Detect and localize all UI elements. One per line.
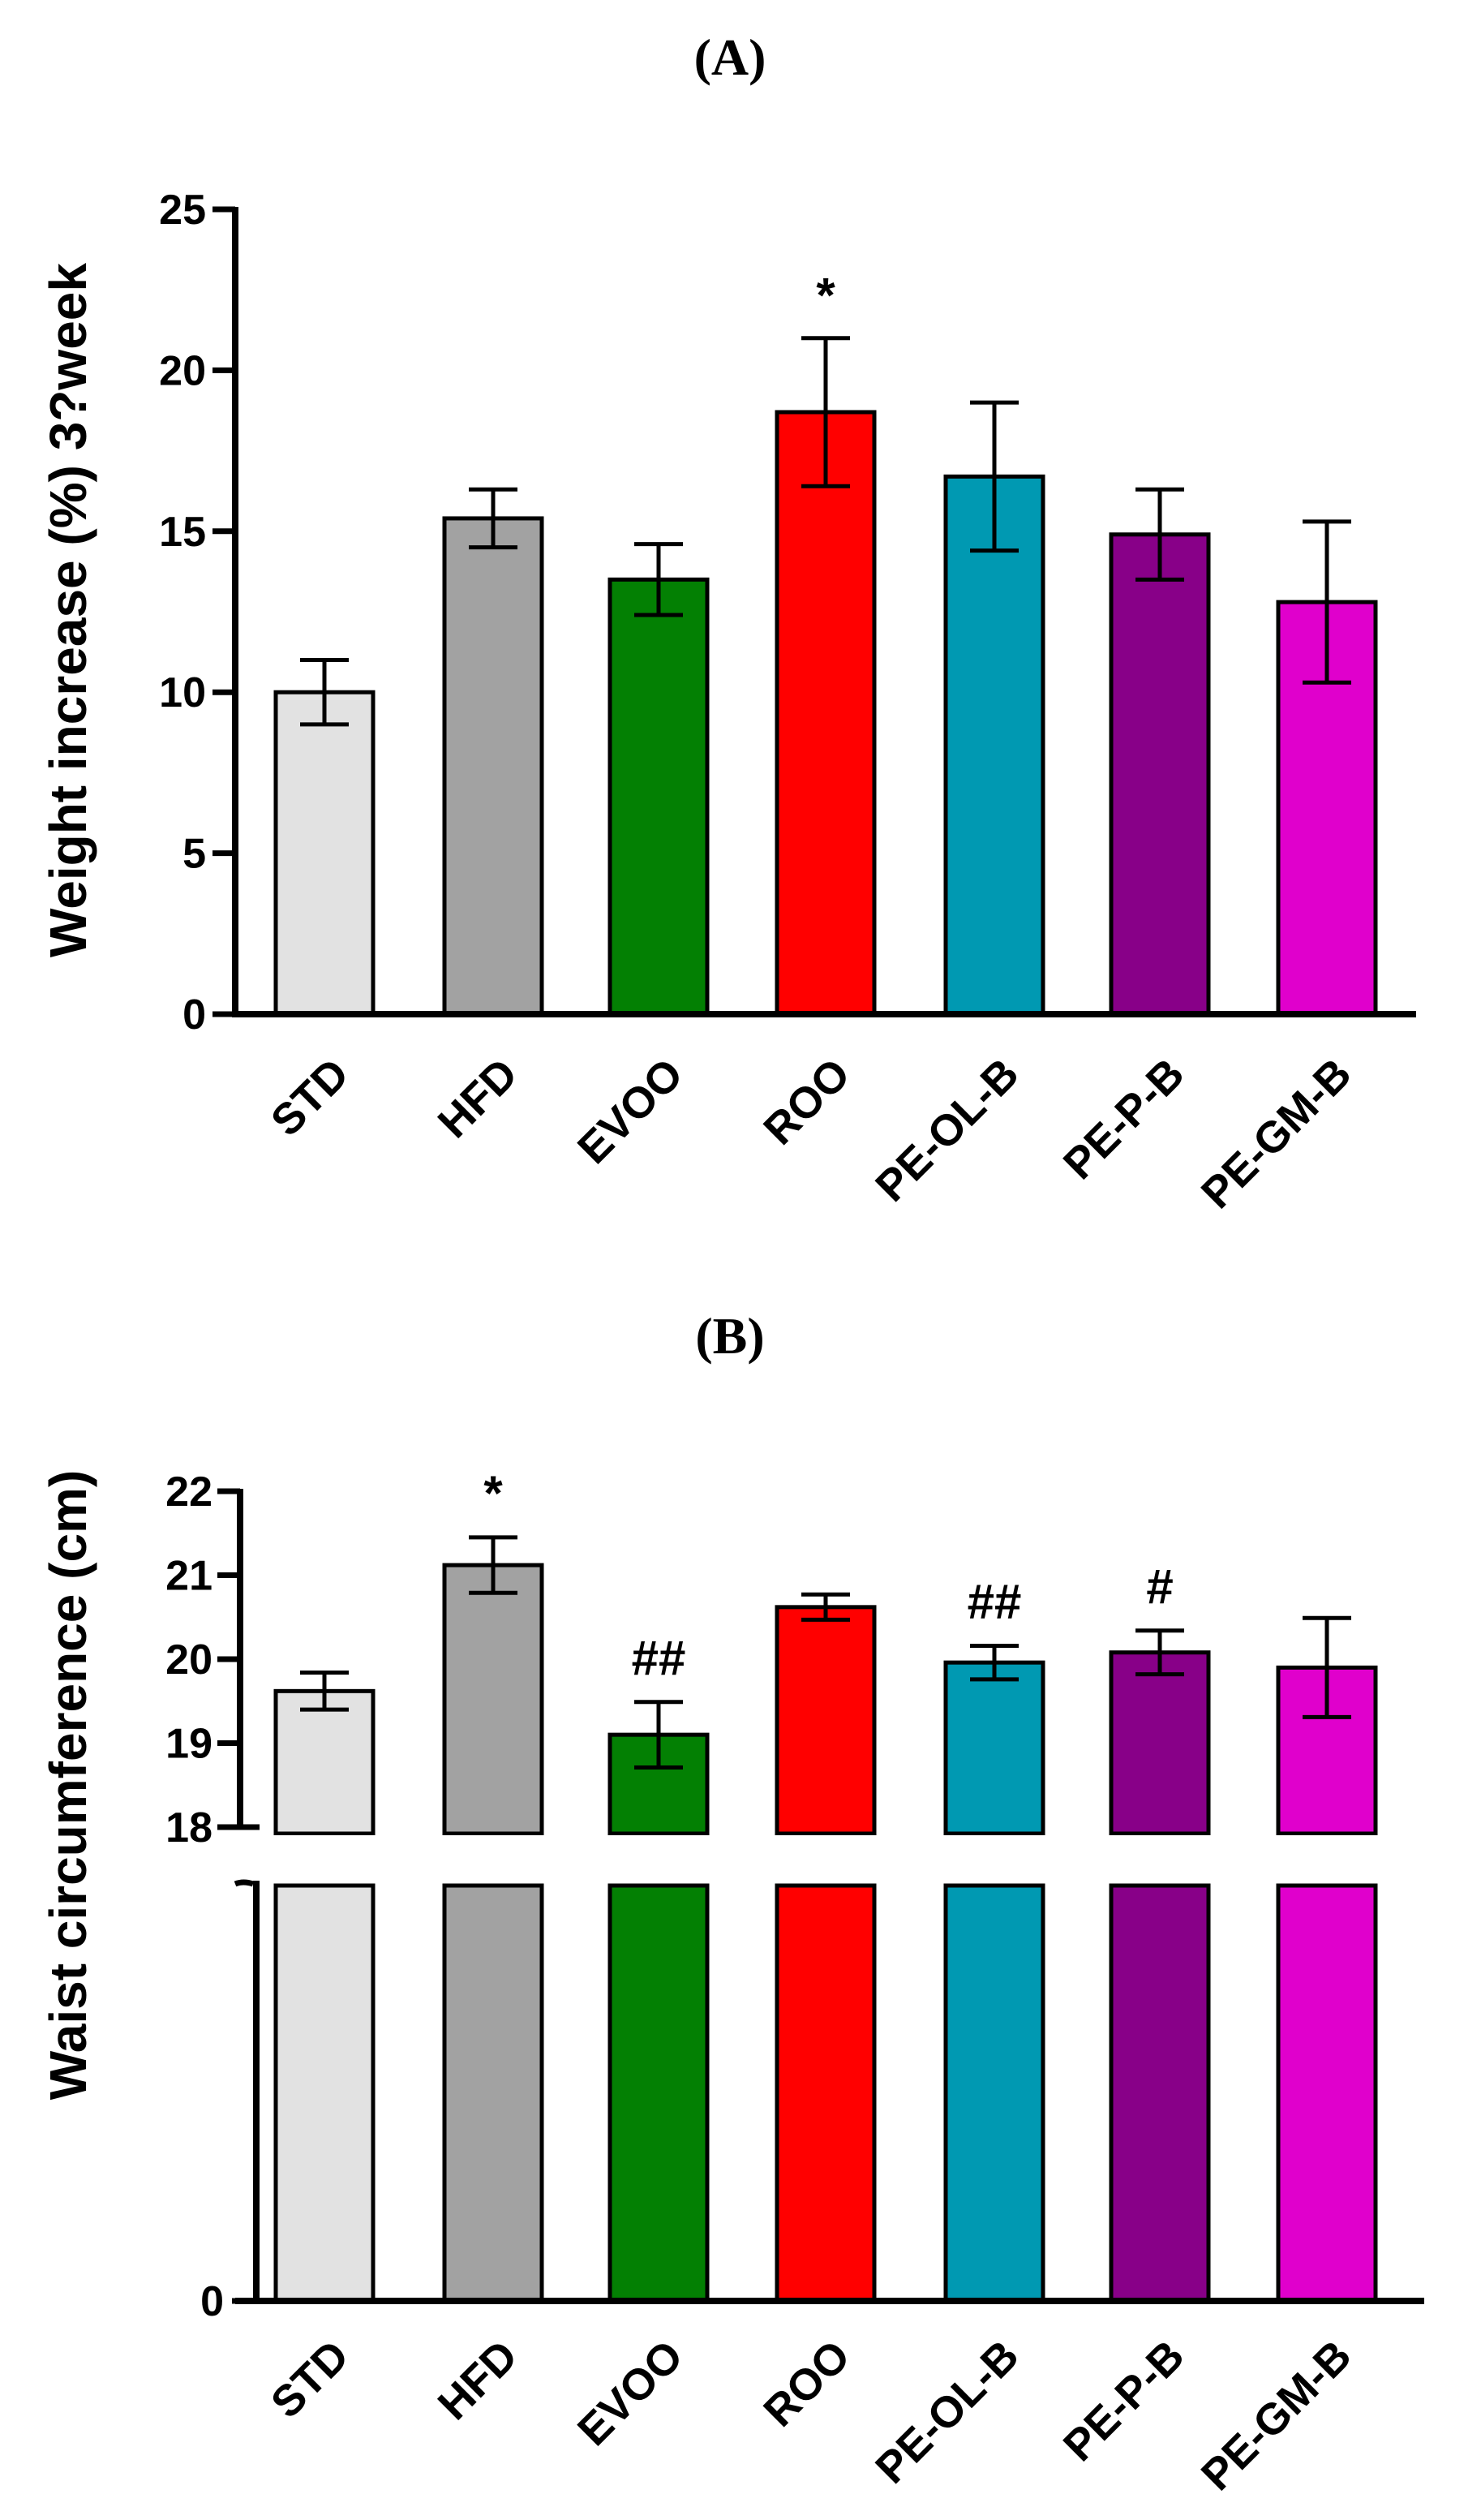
error-bar-pe-ol-b [970,1643,1019,1682]
x-tick-label-pe-p-b: PE-P-B [1054,2331,1194,2471]
error-bar-pe-gm-b [1303,1615,1351,1719]
panel-b-waist-circumference-chart: (B) Waist circumference (cm) *#### # 1819… [39,1307,1424,2500]
error-bar-std [300,658,349,727]
error-bar-pe-ol-b [970,400,1019,553]
x-tick-label-pe-ol-b: PE-OL-B [866,2331,1028,2492]
y-tick-label: 21 [165,1553,212,1600]
significance-label-roo: * [816,269,835,323]
y-tick-label: 15 [159,509,206,556]
bar-std [273,690,376,1017]
bar-evoo-lower-segment [607,1883,710,2303]
bar-evoo [607,577,710,1017]
bar-pe-ol-b [943,1660,1045,1836]
x-tick-label-roo: ROO [754,2331,859,2436]
panel-b-y-axis-title: Waist circumference (cm) [39,1470,97,2101]
bar-hfd [442,516,544,1017]
panel-a-y-axis-title: Weight increase (%) 3?week [39,263,97,957]
x-tick-label-hfd: HFD [429,2331,527,2429]
x-tick-label-pe-gm-b: PE-GM-B [1192,1049,1361,1218]
error-bar-pe-p-b [1135,1628,1184,1677]
panel-a-title: (A) [694,28,766,86]
x-tick-label-pe-ol-b: PE-OL-B [866,1049,1028,1211]
x-tick-label-pe-gm-b: PE-GM-B [1192,2331,1361,2500]
y-tick-label: 20 [165,1636,212,1684]
axis-break-gap [440,1835,547,1881]
x-tick-label-evoo: EVOO [569,2331,693,2455]
bar-hfd [442,1563,544,1836]
x-tick-label-evoo: EVOO [569,1049,693,1173]
significance-label-evoo: ## [632,1631,686,1685]
axis-break-gap [605,1835,712,1881]
bar-roo [775,1605,877,1836]
y-tick-label: 5 [182,831,206,878]
error-bar-evoo [634,542,683,617]
bar-pe-p-b [1109,1650,1211,1836]
error-bar-hfd [469,487,517,550]
bar-pe-gm-b-lower-segment [1276,1883,1378,2303]
bar-pe-p-b [1109,532,1211,1017]
y-tick-label: 0 [182,991,206,1039]
bar-hfd-lower-segment [442,1883,544,2303]
error-bar-pe-gm-b [1303,519,1351,685]
error-bar-std [300,1671,349,1712]
panel-a-weight-increase-chart: (A) Weight increase (%) 3?week * 0 5 10 15 2… [39,28,1416,1218]
bar-roo-lower-segment [775,1883,877,2303]
bar-pe-p-b-lower-segment [1109,1883,1211,2303]
x-tick-label-std: STD [262,2331,358,2428]
error-bar-roo [801,1592,850,1622]
axis-break-gap [941,1835,1048,1881]
error-bar-pe-p-b [1135,487,1184,582]
significance-label-pe-p-b: # [1146,1559,1173,1614]
x-tick-label-roo: ROO [754,1049,859,1154]
error-bar-roo [801,336,850,488]
y-tick-label: 18 [165,1804,212,1851]
y-tick-label-lower-segment: 0 [200,2278,224,2325]
y-tick-label: 10 [159,669,206,716]
bar-roo [775,410,877,1017]
axis-break-gap [1273,1835,1380,1881]
bar-pe-ol-b [943,474,1045,1017]
x-tick-label-pe-p-b: PE-P-B [1054,1049,1194,1189]
significance-label-hfd: * [483,1466,503,1520]
y-tick-label: 22 [165,1469,212,1516]
significance-label-pe-ol-b: ## [968,1574,1022,1628]
y-tick-label: 20 [159,347,206,394]
bar-std-lower-segment [273,1883,376,2303]
x-tick-label-hfd: HFD [429,1049,527,1147]
error-bar-hfd [469,1535,517,1595]
bar-pe-ol-b-lower-segment [943,1883,1045,2303]
axis-break-gap [1106,1835,1213,1881]
axis-break-gap [271,1835,378,1881]
error-bar-evoo [634,1700,683,1770]
y-tick-label: 19 [165,1721,212,1768]
y-tick-label: 25 [159,187,206,234]
axis-break-gap [772,1835,879,1881]
x-tick-label-std: STD [262,1049,358,1146]
panel-b-title: (B) [695,1307,764,1365]
bar-std [273,1688,376,1836]
axis-break-mark-lower [234,1879,255,1887]
